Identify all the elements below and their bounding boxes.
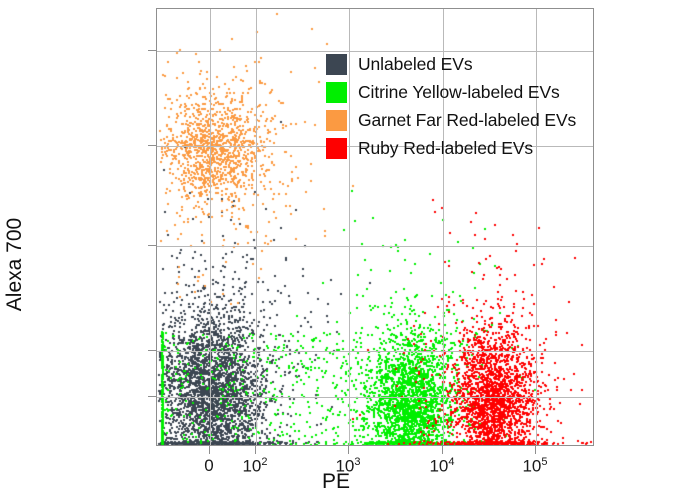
y-axis-title-text: Alexa 700 [3, 217, 26, 312]
legend-item[interactable]: Garnet Far Red-labeled EVs [326, 106, 576, 134]
gridline-vertical [210, 9, 211, 445]
scatter-points-layer [157, 9, 593, 445]
legend-item-label: Unlabeled EVs [358, 53, 473, 74]
gridline-vertical [443, 9, 444, 445]
legend-color-swatch [326, 137, 347, 159]
legend-color-swatch [326, 81, 347, 103]
legend-item-label: Garnet Far Red-labeled EVs [358, 109, 577, 130]
legend-item[interactable]: Unlabeled EVs [326, 50, 576, 78]
x-axis-title-text: PE [321, 470, 350, 493]
gridline-vertical [349, 9, 350, 445]
x-axis-tick-label: 103 [335, 456, 361, 476]
gridline-vertical [256, 9, 257, 445]
legend-item[interactable]: Ruby Red-labeled EVs [326, 134, 576, 162]
legend: Unlabeled EVs Citrine Yellow-labeled EVs G… [326, 50, 576, 162]
y-axis-tick [148, 396, 156, 397]
x-axis-tick-label: 104 [429, 456, 455, 476]
y-axis-tick [148, 50, 156, 51]
x-axis-tick-label: 102 [242, 456, 268, 476]
x-axis-tick-label: 105 [522, 456, 548, 476]
y-axis-tick [148, 350, 156, 351]
gridline-horizontal [157, 351, 593, 352]
gridline-horizontal [157, 146, 593, 147]
legend-item-label: Ruby Red-labeled EVs [358, 137, 534, 158]
x-axis-tick [209, 446, 210, 454]
y-axis-title: Alexa 700 [0, 0, 30, 501]
gridline-horizontal [157, 246, 593, 247]
x-axis-tick [255, 446, 256, 454]
x-axis-tick [535, 446, 536, 454]
x-axis-tick [348, 446, 349, 454]
gridline-horizontal [157, 51, 593, 52]
legend-color-swatch [326, 109, 347, 131]
gridline-horizontal [157, 397, 593, 398]
x-axis-title: PE [156, 470, 594, 494]
legend-color-swatch [326, 53, 347, 75]
x-axis-tick [442, 446, 443, 454]
scatter-plot-area [156, 8, 594, 446]
gridline-vertical [536, 9, 537, 445]
x-axis-tick-label: 0 [204, 456, 214, 475]
y-axis-tick [148, 245, 156, 246]
y-axis-tick [148, 145, 156, 146]
legend-item-label: Citrine Yellow-labeled EVs [358, 81, 560, 102]
legend-item[interactable]: Citrine Yellow-labeled EVs [326, 78, 576, 106]
